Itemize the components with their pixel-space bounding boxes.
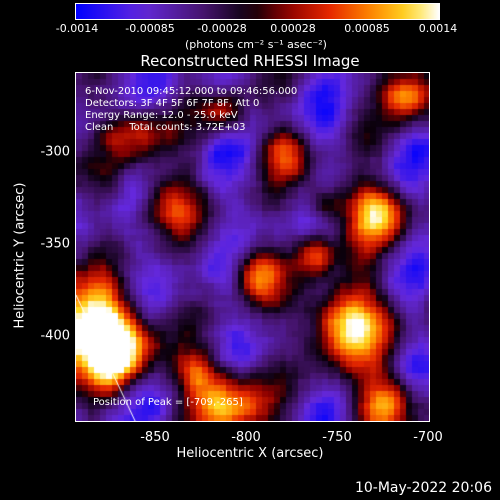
y-tick-label: -300 (40, 144, 70, 160)
x-tick-label: -800 (231, 430, 261, 445)
colorbar-tick-label: -0.00028 (197, 22, 247, 35)
colorbar-unit: (photons cm⁻² s⁻¹ asec⁻²) (185, 38, 327, 51)
colorbar-tick-label: 0.0014 (418, 22, 458, 35)
timestamp: 10-May-2022 20:06 (354, 480, 492, 496)
image-title: Reconstructed RHESSI Image (140, 52, 360, 70)
image-canvas (76, 73, 429, 421)
y-tick-label: -350 (40, 236, 70, 252)
peak-position: Position of Peak = [-709,-265] (93, 397, 243, 408)
colorbar (75, 3, 440, 20)
x-axis-label: Heliocentric X (arcsec) (176, 446, 324, 461)
x-tick-label: -750 (322, 430, 352, 445)
colorbar-tick-label: 0.00028 (270, 22, 316, 35)
x-tick-label: -850 (140, 430, 170, 445)
clean-counts: Clean Total counts: 3.72E+03 (85, 122, 246, 133)
y-axis-label: Heliocentric Y (arcsec) (12, 182, 28, 329)
time-range: 6-Nov-2010 09:45:12.000 to 09:46:56.000 (85, 86, 298, 97)
rhessi-image (75, 72, 430, 422)
colorbar-tick-label: -0.0014 (55, 22, 99, 35)
detectors-line: Detectors: 3F 4F 5F 6F 7F 8F, Att 0 (85, 98, 260, 109)
colorbar-tick-label: -0.00085 (125, 22, 175, 35)
energy-range: Energy Range: 12.0 - 25.0 keV (85, 110, 238, 121)
colorbar-tick-label: 0.00085 (344, 22, 390, 35)
observation-info: 6-Nov-2010 09:45:12.000 to 09:46:56.000 … (85, 86, 297, 134)
x-tick-label: -700 (413, 430, 443, 445)
y-tick-label: -400 (40, 328, 70, 344)
